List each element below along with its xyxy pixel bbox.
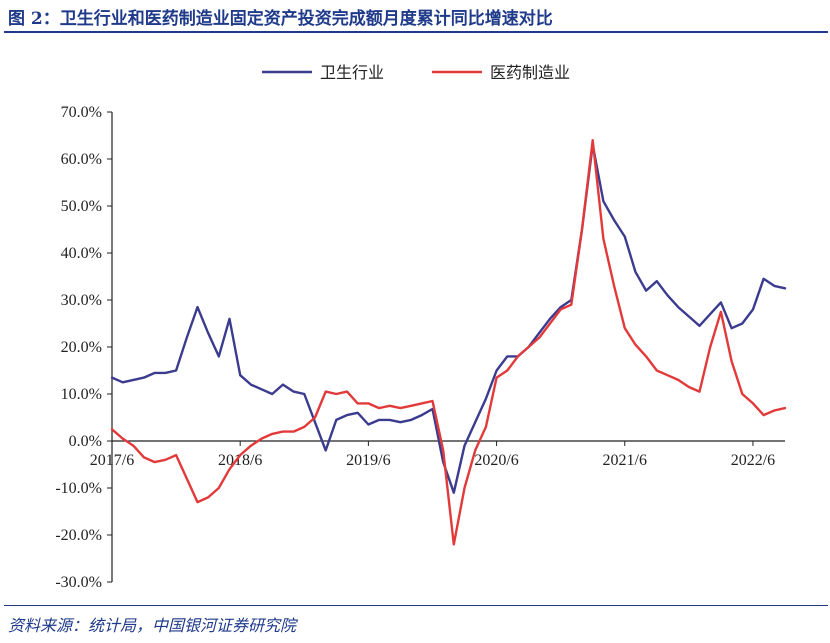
footer-rule [4, 605, 828, 606]
y-tick-label: -30.0% [55, 574, 102, 591]
y-tick-label: -20.0% [55, 527, 102, 544]
legend-label-2: 医药制造业 [490, 63, 570, 82]
x-tick-label: 2017/6 [90, 452, 134, 469]
y-tick-label: -10.0% [55, 480, 102, 497]
legend: 卫生行业 医药制造业 [262, 63, 570, 82]
x-tick-label: 2018/6 [218, 452, 262, 469]
x-axis: 2017/6 2018/6 2019/6 2020/6 2021/6 2022/6 [90, 440, 785, 469]
legend-label-1: 卫生行业 [320, 63, 384, 82]
series-layer [110, 138, 787, 546]
y-tick-label: 60.0% [61, 151, 102, 168]
chart-title: 图 2：卫生行业和医药制造业固定资产投资完成额月度累计同比增速对比 [8, 9, 553, 29]
y-tick-label: 10.0% [61, 386, 102, 403]
title-bar: 图 2：卫生行业和医药制造业固定资产投资完成额月度累计同比增速对比 [0, 0, 830, 36]
y-tick-label: 40.0% [61, 245, 102, 262]
y-tick-label: 20.0% [61, 339, 102, 356]
source-note: 资料来源：统计局，中国银河证券研究院 [8, 616, 297, 635]
y-tick-label: 70.0% [61, 104, 102, 121]
x-tick-label: 2020/6 [474, 452, 518, 469]
x-tick-label: 2019/6 [346, 452, 390, 469]
x-tick-label: 2022/6 [731, 452, 775, 469]
title-rule [4, 31, 828, 33]
y-axis: -30.0% -20.0% -10.0% 0.0% 10.0% 20.0% 30.0% 40.… [55, 104, 113, 591]
y-tick-label: 0.0% [69, 433, 102, 450]
line-chart: 卫生行业 医药制造业 -30.0% -20.0% -10.0% 0.0% 10.0% 20.… [55, 63, 787, 591]
y-tick-label: 50.0% [61, 198, 102, 215]
y-tick-label: 30.0% [61, 292, 102, 309]
series-line-2 [110, 138, 787, 546]
series-line-1 [110, 143, 787, 494]
x-tick-label: 2021/6 [603, 452, 647, 469]
